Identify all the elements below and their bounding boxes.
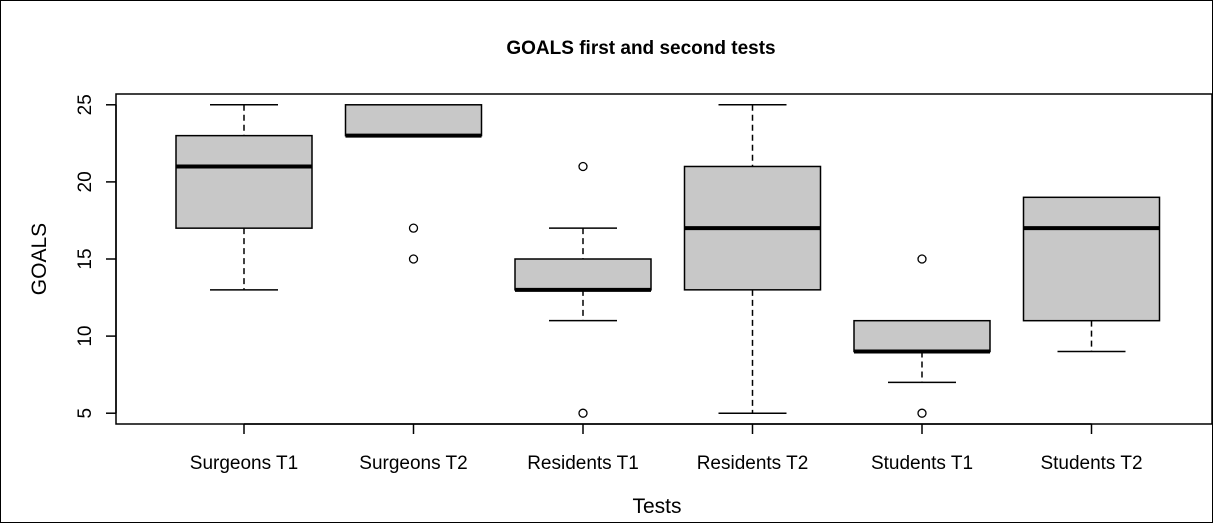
box-residents-t1 bbox=[514, 161, 652, 418]
box-students-t2 bbox=[1022, 196, 1161, 353]
y-axis-label: GOALS bbox=[28, 223, 51, 295]
box-surgeons-t1 bbox=[175, 104, 313, 291]
x-tick-label: Surgeons T1 bbox=[190, 453, 298, 474]
y-tick-label: 10 bbox=[75, 326, 96, 347]
iqr-box bbox=[175, 134, 313, 229]
box-surgeons-t2 bbox=[344, 104, 483, 264]
outlier-point bbox=[917, 408, 927, 418]
outlier-point bbox=[408, 254, 419, 264]
x-tick-label: Students T2 bbox=[1040, 453, 1142, 474]
outlier-point bbox=[578, 161, 588, 172]
iqr-box bbox=[853, 319, 991, 353]
iqr-box bbox=[1022, 196, 1161, 322]
boxes-group bbox=[175, 104, 1161, 418]
iqr-box bbox=[514, 258, 652, 291]
outlier-point bbox=[578, 408, 588, 418]
x-tick-label: Residents T2 bbox=[697, 453, 809, 474]
box-students-t1 bbox=[853, 254, 991, 418]
iqr-box bbox=[344, 104, 483, 137]
outlier-point bbox=[917, 254, 927, 264]
box-residents-t2 bbox=[683, 104, 822, 414]
y-tick-label: 5 bbox=[75, 408, 96, 419]
y-axis: 5 10 15 20 25 bbox=[75, 94, 117, 419]
y-tick-label: 20 bbox=[75, 171, 96, 192]
x-tick-label: Surgeons T2 bbox=[359, 453, 467, 474]
chart-title: GOALS first and second tests bbox=[506, 38, 775, 59]
x-tick-label: Students T1 bbox=[871, 453, 973, 474]
x-axis: Surgeons T1 Surgeons T2 Residents T1 Reside… bbox=[190, 423, 1143, 474]
y-tick-label: 25 bbox=[75, 94, 96, 115]
x-tick-label: Residents T1 bbox=[527, 453, 639, 474]
outlier-point bbox=[408, 223, 419, 233]
x-axis-label: Tests bbox=[632, 495, 681, 518]
y-tick-label: 15 bbox=[75, 248, 96, 269]
